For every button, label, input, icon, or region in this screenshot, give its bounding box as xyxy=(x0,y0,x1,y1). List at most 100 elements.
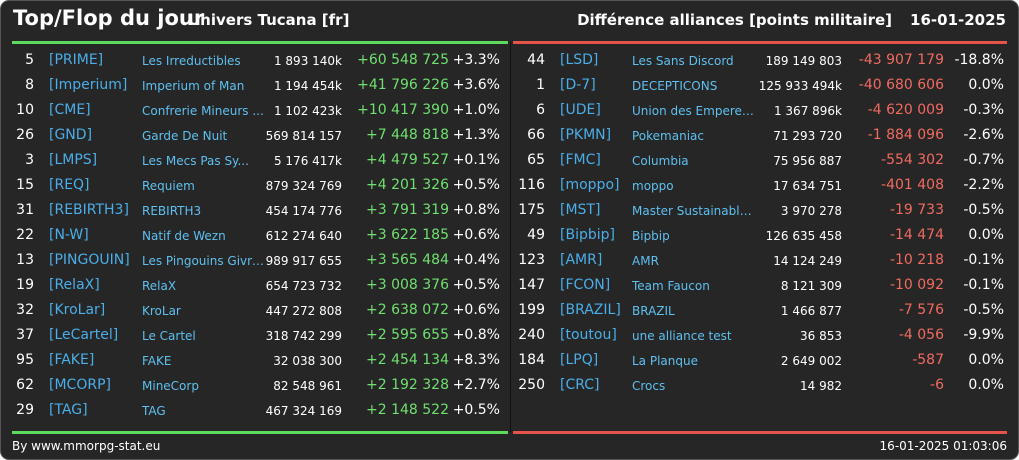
diff-cell: +2 638 072 xyxy=(366,302,449,318)
percent-cell: +0.5% xyxy=(452,402,500,418)
alliance-name-link[interactable]: moppo xyxy=(632,179,674,193)
header-right: Différence alliances [points militaire] 1… xyxy=(577,11,1006,29)
alliance-name-link[interactable]: Imperium of Man xyxy=(142,79,245,93)
table-row: 29 [TAG] TAG 467 324 169 +2 148 522 +0.5% xyxy=(1,398,509,423)
rank-cell: 19 xyxy=(16,277,34,293)
alliance-tag-link[interactable]: [KroLar] xyxy=(49,302,106,318)
alliance-tag-link[interactable]: [LSD] xyxy=(560,52,599,68)
alliance-name-link[interactable]: AMR xyxy=(632,254,659,268)
alliance-name-link[interactable]: Crocs xyxy=(632,379,666,393)
alliance-tag-link[interactable]: [CRC] xyxy=(560,377,600,393)
alliance-tag-link[interactable]: [Bipbip] xyxy=(560,227,615,243)
alliance-tag-link[interactable]: [PINGOUIN] xyxy=(49,252,130,268)
diff-cell: +2 192 328 xyxy=(366,377,449,393)
rank-cell: 8 xyxy=(25,77,34,93)
alliance-name-link[interactable]: BRAZIL xyxy=(632,304,675,318)
points-cell: 125 933 494k xyxy=(758,79,842,93)
alliance-name-link[interactable]: Requiem xyxy=(142,179,195,193)
alliance-name-link[interactable]: La Planque xyxy=(632,354,698,368)
bottom-bar-red xyxy=(513,431,1007,434)
alliance-name-link[interactable]: Les Pingouins Givre... xyxy=(142,254,264,268)
alliance-tag-link[interactable]: [TAG] xyxy=(49,402,88,418)
table-row: 49 [Bipbip] Bipbip 126 635 458 -14 474 0.0% xyxy=(512,223,1018,248)
rank-cell: 116 xyxy=(518,177,545,193)
table-row: 184 [LPQ] La Planque 2 649 002 -587 0.0% xyxy=(512,348,1018,373)
table-row: 62 [MCORP] MineCorp 82 548 961 +2 192 328 +2.… xyxy=(1,373,509,398)
alliance-tag-link[interactable]: [BRAZIL] xyxy=(560,302,621,318)
rank-cell: 6 xyxy=(536,102,545,118)
alliance-tag-link[interactable]: [LeCartel] xyxy=(49,327,119,343)
percent-cell: +0.1% xyxy=(452,152,500,168)
alliance-name-link[interactable]: Natif de Wezn xyxy=(142,229,226,243)
alliance-name-link[interactable]: Garde De Nuit xyxy=(142,129,228,143)
alliance-name-link[interactable]: Pokemaniac xyxy=(632,129,704,143)
alliance-name-link[interactable]: REBIRTH3 xyxy=(142,204,202,218)
table-row: 240 [toutou] une alliance test 36 853 -4 056… xyxy=(512,323,1018,348)
alliance-name-link[interactable]: Union des Empereur... xyxy=(632,104,757,118)
alliance-name-link[interactable]: Columbia xyxy=(632,154,689,168)
percent-cell: +8.3% xyxy=(452,352,500,368)
diff-cell: -14 474 xyxy=(889,227,944,243)
rank-cell: 3 xyxy=(25,152,34,168)
alliance-tag-link[interactable]: [moppo] xyxy=(560,177,620,193)
alliance-tag-link[interactable]: [D-7] xyxy=(560,77,596,93)
alliance-tag-link[interactable]: [REQ] xyxy=(49,177,90,193)
alliance-name-link[interactable]: Bipbip xyxy=(632,229,670,243)
points-cell: 879 324 769 xyxy=(265,179,342,193)
table-row: 116 [moppo] moppo 17 634 751 -401 408 -2.2% xyxy=(512,173,1018,198)
points-cell: 569 814 157 xyxy=(265,129,342,143)
table-row: 22 [N-W] Natif de Wezn 612 274 640 +3 622 18… xyxy=(1,223,509,248)
alliance-name-link[interactable]: Les Sans Discord xyxy=(632,54,734,68)
alliance-name-link[interactable]: Les Mecs Pas Sy... xyxy=(142,154,249,168)
rank-cell: 10 xyxy=(16,102,34,118)
alliance-name-link[interactable]: MineCorp xyxy=(142,379,199,393)
alliance-tag-link[interactable]: [PKMN] xyxy=(560,127,612,143)
table-row: 32 [KroLar] KroLar 447 272 808 +2 638 072 +0.… xyxy=(1,298,509,323)
alliance-name-link[interactable]: Confrerie Mineurs ... xyxy=(142,104,264,118)
points-cell: 75 956 887 xyxy=(773,154,842,168)
alliance-tag-link[interactable]: [LMPS] xyxy=(49,152,98,168)
alliance-tag-link[interactable]: [RelaX] xyxy=(49,277,100,293)
alliance-tag-link[interactable]: [AMR] xyxy=(560,252,603,268)
subtitle: Différence alliances [points militaire] xyxy=(577,11,893,29)
points-cell: 1 102 423k xyxy=(273,104,342,118)
alliance-name-link[interactable]: FAKE xyxy=(142,354,172,368)
alliance-tag-link[interactable]: [FAKE] xyxy=(49,352,95,368)
alliance-tag-link[interactable]: [Imperium] xyxy=(49,77,128,93)
alliance-name-link[interactable]: DECEPTICONS xyxy=(632,79,718,93)
rank-cell: 31 xyxy=(16,202,34,218)
header-date: 16-01-2025 xyxy=(910,11,1006,29)
rank-cell: 22 xyxy=(16,227,34,243)
diff-cell: -6 xyxy=(930,377,944,393)
table-row: 175 [MST] Master Sustainable... 3 970 278 -1… xyxy=(512,198,1018,223)
points-cell: 17 634 751 xyxy=(773,179,842,193)
alliance-tag-link[interactable]: [GND] xyxy=(49,127,93,143)
alliance-name-link[interactable]: Les Irreductibles xyxy=(142,54,241,68)
alliance-name-link[interactable]: Master Sustainable... xyxy=(632,204,757,218)
percent-cell: -9.9% xyxy=(963,327,1004,343)
alliance-tag-link[interactable]: [MCORP] xyxy=(49,377,111,393)
percent-cell: +3.6% xyxy=(452,77,500,93)
alliance-tag-link[interactable]: [PRIME] xyxy=(49,52,104,68)
alliance-tag-link[interactable]: [FCON] xyxy=(560,277,611,293)
alliance-tag-link[interactable]: [LPQ] xyxy=(560,352,599,368)
percent-cell: +3.3% xyxy=(452,52,500,68)
table-row: 15 [REQ] Requiem 879 324 769 +4 201 326 +0.5% xyxy=(1,173,509,198)
percent-cell: +0.8% xyxy=(452,327,500,343)
table-row: 13 [PINGOUIN] Les Pingouins Givre... 989 91… xyxy=(1,248,509,273)
alliance-name-link[interactable]: Team Faucon xyxy=(632,279,710,293)
alliance-tag-link[interactable]: [N-W] xyxy=(49,227,89,243)
alliance-name-link[interactable]: RelaX xyxy=(142,279,177,293)
points-cell: 1 194 454k xyxy=(273,79,342,93)
alliance-name-link[interactable]: une alliance test xyxy=(632,329,732,343)
alliance-name-link[interactable]: TAG xyxy=(142,404,166,418)
alliance-tag-link[interactable]: [UDE] xyxy=(560,102,601,118)
alliance-tag-link[interactable]: [FMC] xyxy=(560,152,601,168)
alliance-tag-link[interactable]: [toutou] xyxy=(560,327,617,343)
alliance-tag-link[interactable]: [MST] xyxy=(560,202,601,218)
alliance-tag-link[interactable]: [REBIRTH3] xyxy=(49,202,129,218)
alliance-tag-link[interactable]: [CME] xyxy=(49,102,91,118)
alliance-name-link[interactable]: Le Cartel xyxy=(142,329,196,343)
points-cell: 2 649 002 xyxy=(780,354,842,368)
alliance-name-link[interactable]: KroLar xyxy=(142,304,181,318)
